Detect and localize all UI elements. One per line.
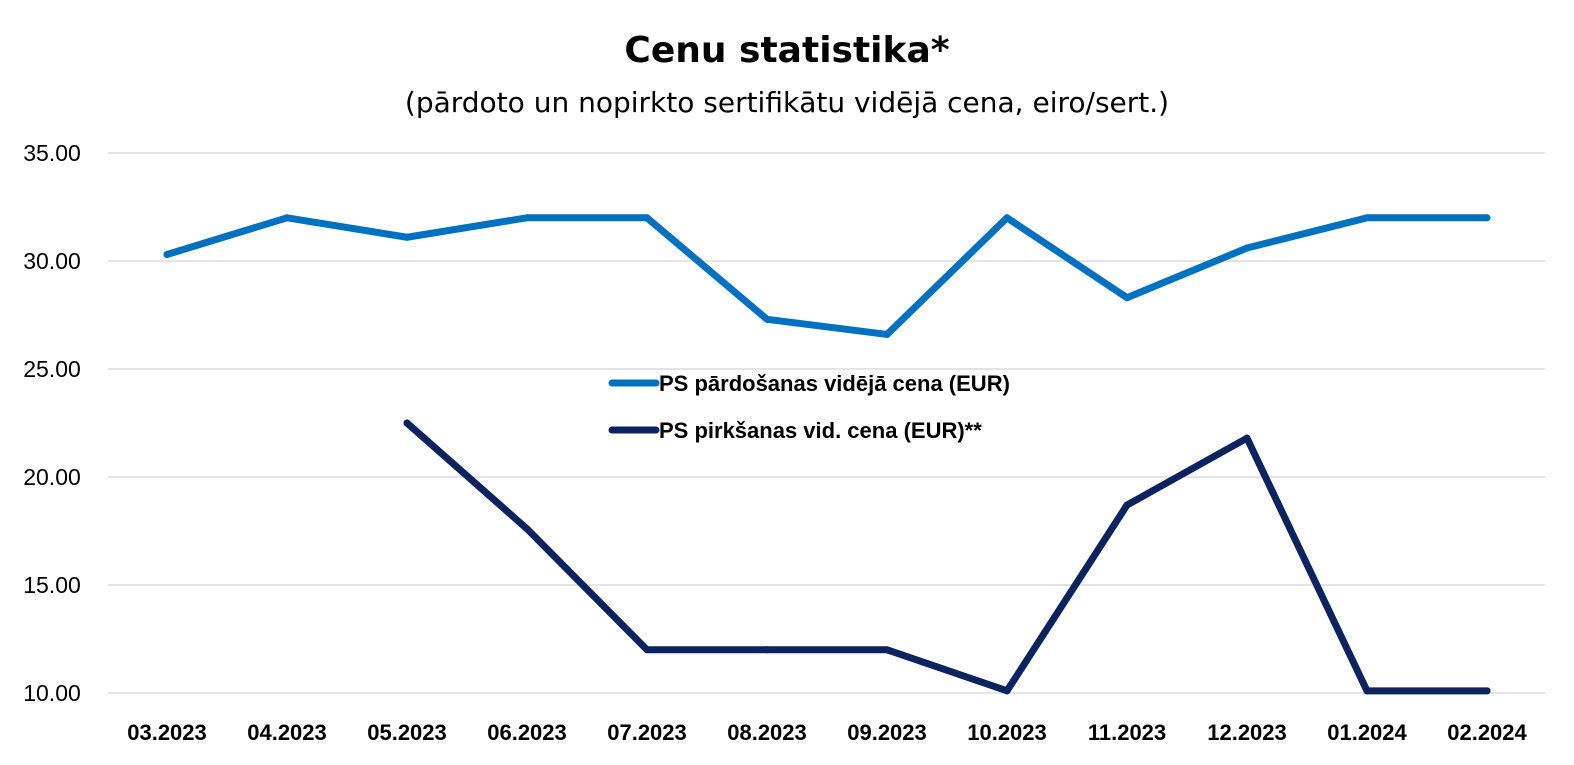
series-1-point	[1243, 244, 1251, 252]
series-1-point	[403, 233, 411, 241]
legend: PS pārdošanas vidējā cena (EUR) PS pirkša…	[608, 371, 1010, 443]
series-1-point	[1123, 294, 1131, 302]
x-tick-label: 10.2023	[967, 720, 1047, 745]
x-tick-label: 05.2023	[367, 720, 447, 745]
series-line-2	[403, 419, 1491, 695]
series-2-point	[1123, 501, 1131, 509]
series-1-point	[1483, 214, 1491, 222]
x-tick-label: 01.2024	[1327, 720, 1407, 745]
x-tick-label: 02.2024	[1447, 720, 1527, 745]
series-2-point	[763, 646, 771, 654]
series-2-point	[883, 646, 891, 654]
y-tick-label: 35.00	[23, 140, 81, 166]
series-1-point	[643, 214, 651, 222]
y-tick-label: 10.00	[23, 680, 81, 706]
y-tick-label: 25.00	[23, 356, 81, 382]
x-tick-label: 07.2023	[607, 720, 687, 745]
x-tick-label: 08.2023	[727, 720, 807, 745]
series-lines	[163, 214, 1491, 695]
series-2-point	[1243, 434, 1251, 442]
series-1-point	[163, 251, 171, 259]
series-1-point	[283, 214, 291, 222]
series-2-point	[1003, 687, 1011, 695]
x-tick-label: 06.2023	[487, 720, 567, 745]
x-tick-label: 11.2023	[1088, 720, 1166, 745]
series-line-1	[163, 214, 1491, 338]
series-1-point	[1003, 214, 1011, 222]
y-axis-ticks: 35.00 30.00 25.00 20.00 15.00 10.00	[23, 140, 81, 706]
series-1-point	[883, 330, 891, 338]
x-axis-ticks: 03.2023 04.2023 05.2023 06.2023 07.2023 08.20…	[127, 720, 1527, 745]
y-tick-label: 15.00	[23, 572, 81, 598]
legend-label: PS pirkšanas vid. cena (EUR)**	[659, 418, 982, 443]
series-2-point	[1363, 687, 1371, 695]
series-1-point	[763, 315, 771, 323]
series-2-point	[523, 525, 531, 533]
x-tick-label: 04.2023	[247, 720, 327, 745]
x-tick-label: 03.2023	[127, 720, 207, 745]
series-1-point	[1363, 214, 1371, 222]
legend-label: PS pārdošanas vidējā cena (EUR)	[659, 371, 1010, 396]
x-tick-label: 12.2023	[1207, 720, 1287, 745]
series-2-point	[1483, 687, 1491, 695]
chart-subtitle: (pārdoto un nopirkto sertifikātu vidējā …	[405, 86, 1169, 119]
chart-title: Cenu statistika*	[624, 30, 949, 71]
series-2-point	[403, 419, 411, 427]
y-tick-label: 30.00	[23, 248, 81, 274]
x-tick-label: 09.2023	[847, 720, 927, 745]
y-tick-label: 20.00	[23, 464, 81, 490]
series-1-point	[523, 214, 531, 222]
series-2-point	[643, 646, 651, 654]
gridlines	[108, 152, 1545, 694]
